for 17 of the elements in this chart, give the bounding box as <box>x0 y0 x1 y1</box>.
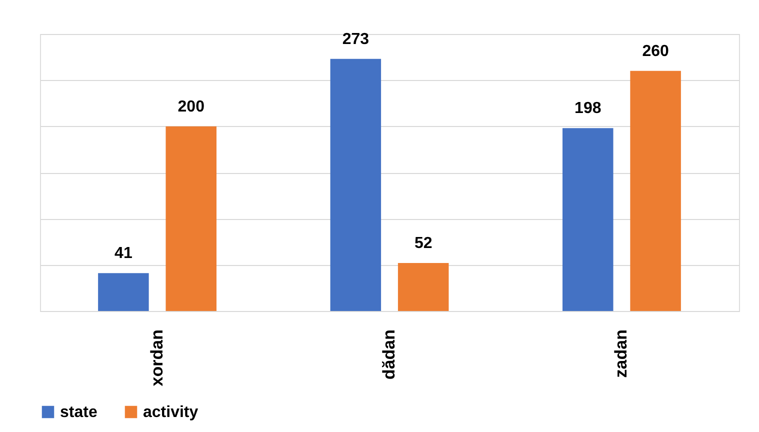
bar <box>98 273 149 311</box>
data-label: 200 <box>178 98 205 116</box>
bar <box>398 262 449 311</box>
bar <box>166 126 216 311</box>
x-tick-label: zadan <box>612 330 631 378</box>
data-label: 52 <box>414 234 432 252</box>
bar <box>330 58 382 311</box>
data-label: 260 <box>642 42 670 60</box>
bar <box>562 128 614 311</box>
x-tick-label: xordan <box>147 330 166 386</box>
data-label: 273 <box>342 30 370 48</box>
legend-label: state <box>60 404 98 421</box>
legend-label: activity <box>143 404 198 421</box>
data-label: 41 <box>114 245 132 262</box>
data-label: 198 <box>574 100 602 118</box>
x-tick-label: dădan <box>380 330 398 380</box>
bar <box>630 70 681 311</box>
